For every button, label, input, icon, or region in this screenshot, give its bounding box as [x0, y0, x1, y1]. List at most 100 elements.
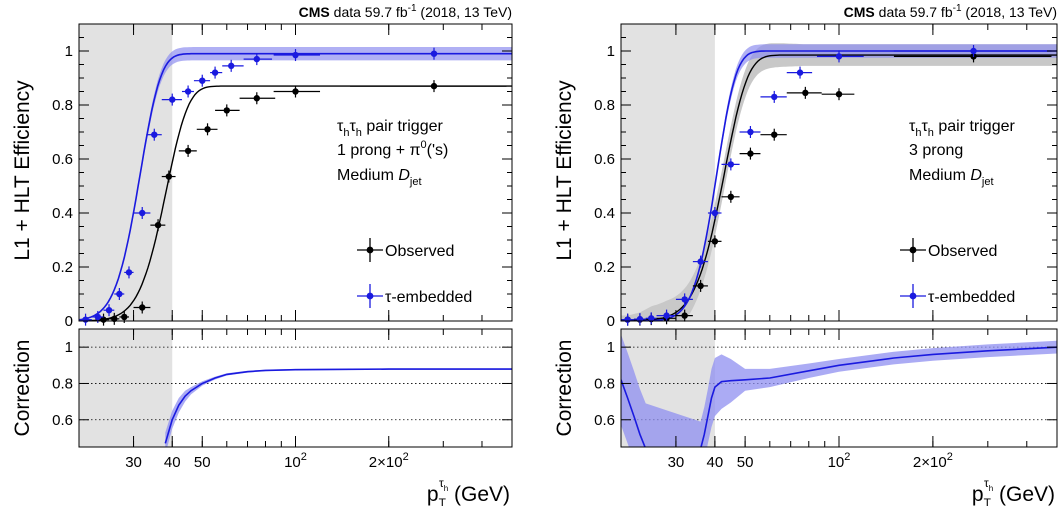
x-title-h: h: [444, 484, 448, 493]
embedded-point: [273, 49, 321, 62]
annotation-line-3: Medium Djet: [909, 167, 994, 188]
djet-sub: jet: [981, 176, 994, 188]
embedded-marker: [681, 296, 688, 303]
embedded-marker: [796, 69, 804, 76]
x-title-p: p: [427, 483, 439, 506]
embedded-point: [243, 53, 273, 66]
observed-point: [215, 104, 240, 117]
observed-point: [178, 144, 197, 157]
x-title-tau: τ: [984, 476, 989, 490]
observed-point: [239, 92, 276, 105]
observed-marker: [154, 221, 162, 229]
xtick-label: 40: [707, 454, 724, 471]
x-axis-title: pTτh (GeV): [427, 476, 510, 506]
embedded-point: [786, 66, 813, 79]
annotation-line-1: τhτh pair trigger: [337, 118, 444, 139]
observed-point: [150, 219, 166, 232]
embedded-point: [739, 126, 761, 138]
tau-sub: h: [343, 127, 349, 139]
xtick-label-exp: 2: [844, 451, 850, 463]
embedded-point: [816, 50, 864, 63]
ytick-label: 0.6: [52, 151, 73, 168]
embedded-marker: [151, 131, 158, 138]
observed-marker: [204, 126, 211, 133]
embedded-point: [645, 312, 657, 325]
ytick-label: 0.6: [594, 151, 615, 168]
observed-point: [821, 88, 855, 101]
xtick-label-base: 10: [284, 454, 301, 471]
observed-marker: [223, 107, 230, 114]
embedded-marker: [199, 77, 206, 84]
ratio-ytick-label: 1: [607, 339, 615, 356]
embedded-marker: [82, 316, 89, 323]
xtick-label-base: 40: [164, 454, 181, 471]
ytick-label: 0.8: [52, 97, 73, 114]
observed-point: [786, 86, 822, 99]
correction-plot-area: [164, 368, 512, 447]
ratio-ytick-label: 0.6: [594, 412, 615, 429]
observed-marker: [139, 304, 146, 311]
legend-marker: [366, 292, 374, 300]
legend-marker: [909, 246, 917, 254]
legend-label: Observed: [928, 243, 997, 260]
ytick-label: 1: [607, 43, 615, 60]
embedded-marker: [292, 51, 299, 59]
embedded-marker: [835, 53, 843, 60]
xtick-label-exp: 2: [947, 451, 953, 463]
ytick-label: 1: [65, 43, 73, 60]
embedded-point: [210, 66, 223, 79]
correction-curve: [621, 346, 1057, 447]
embedded-point: [103, 304, 115, 317]
legend-label: τ-embedded: [385, 289, 472, 306]
ytick-label: 0: [607, 313, 615, 330]
ratio-axis-title: Correction: [11, 340, 34, 437]
x-title-tau: τ: [439, 476, 444, 490]
ratio-ytick-label: 0.8: [594, 375, 615, 392]
xtick-label-base: 50: [737, 454, 754, 471]
xtick-label-base: 50: [194, 454, 211, 471]
lumi-tail: (2018, 13 TeV): [962, 4, 1057, 20]
ratio-ytick-label: 0.6: [52, 412, 73, 429]
embedded-marker: [970, 47, 977, 55]
embedded-point: [707, 207, 722, 219]
observed-point: [739, 147, 761, 160]
embedded-marker: [94, 313, 102, 321]
trigger-text: pair trigger: [934, 118, 1016, 135]
embedded-point: [721, 158, 740, 171]
x-title-unit: (GeV): [448, 483, 510, 506]
djet-D: D: [398, 167, 410, 184]
observed-marker: [253, 95, 261, 102]
legend-observed: Observed: [900, 238, 997, 262]
observed-marker: [747, 150, 754, 157]
xtick-label: 30: [125, 454, 142, 471]
embedded-marker: [125, 269, 133, 276]
ratio-axis-title: Correction: [553, 340, 576, 437]
embedded-marker: [139, 209, 146, 217]
xtick-label: 50: [194, 454, 211, 471]
tau-symbol: τ: [909, 118, 916, 135]
xtick-label-exp: 2: [403, 451, 409, 463]
xtick-label: 102: [284, 451, 307, 471]
observed-marker: [111, 315, 118, 323]
tau-symbol: τ: [349, 118, 356, 135]
lumi-tail: (2018, 13 TeV): [417, 4, 512, 20]
legend-embedded: τ-embedded: [357, 284, 472, 308]
embedded-point: [760, 90, 787, 103]
embedded-marker: [727, 161, 735, 168]
observed-point: [161, 170, 176, 183]
annotation-line-2: 1 prong + π0('s): [337, 139, 448, 159]
x-title-p: p: [972, 483, 984, 506]
embedded-marker: [227, 62, 235, 70]
x-title-T: T: [984, 496, 992, 506]
embedded-point: [161, 93, 182, 106]
embedded-marker: [711, 209, 719, 217]
observed-point: [350, 80, 507, 93]
xtick-label: 50: [737, 454, 754, 471]
embedded-point: [124, 266, 134, 279]
xtick-label-base: 30: [125, 454, 142, 471]
observed-marker: [121, 313, 128, 321]
annotation-line-1: τhτh pair trigger: [909, 118, 1016, 139]
embedded-marker: [663, 312, 670, 319]
